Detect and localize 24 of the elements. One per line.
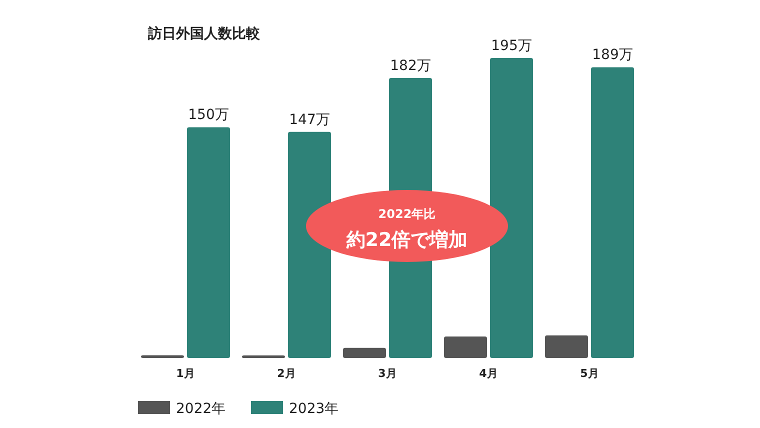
bar (490, 58, 533, 358)
data-label: 189万 (592, 47, 633, 64)
bar (444, 336, 487, 358)
data-label: 147万 (289, 112, 330, 128)
data-label: 150万 (188, 107, 229, 124)
bar (343, 348, 386, 358)
x-tick-label: 4月 (479, 367, 498, 380)
bar (187, 127, 230, 358)
data-label: 195万 (491, 38, 532, 54)
legend-label: 2023年 (289, 401, 339, 417)
x-tick-label: 1月 (176, 367, 195, 380)
bar (242, 355, 285, 358)
legend-label: 2022年 (176, 401, 226, 417)
annotation: 約22倍で増加 (345, 229, 468, 251)
annotation: 2022年比 (378, 207, 436, 221)
x-tick-label: 5月 (580, 367, 599, 380)
bar (545, 335, 588, 358)
bar (288, 132, 331, 358)
chart-title: 訪日外国人数比較 (147, 25, 261, 42)
data-label: 182万 (390, 58, 431, 74)
bar (141, 355, 184, 358)
x-tick-label: 3月 (378, 367, 397, 380)
bar (591, 67, 634, 358)
x-tick-label: 2月 (277, 367, 296, 380)
